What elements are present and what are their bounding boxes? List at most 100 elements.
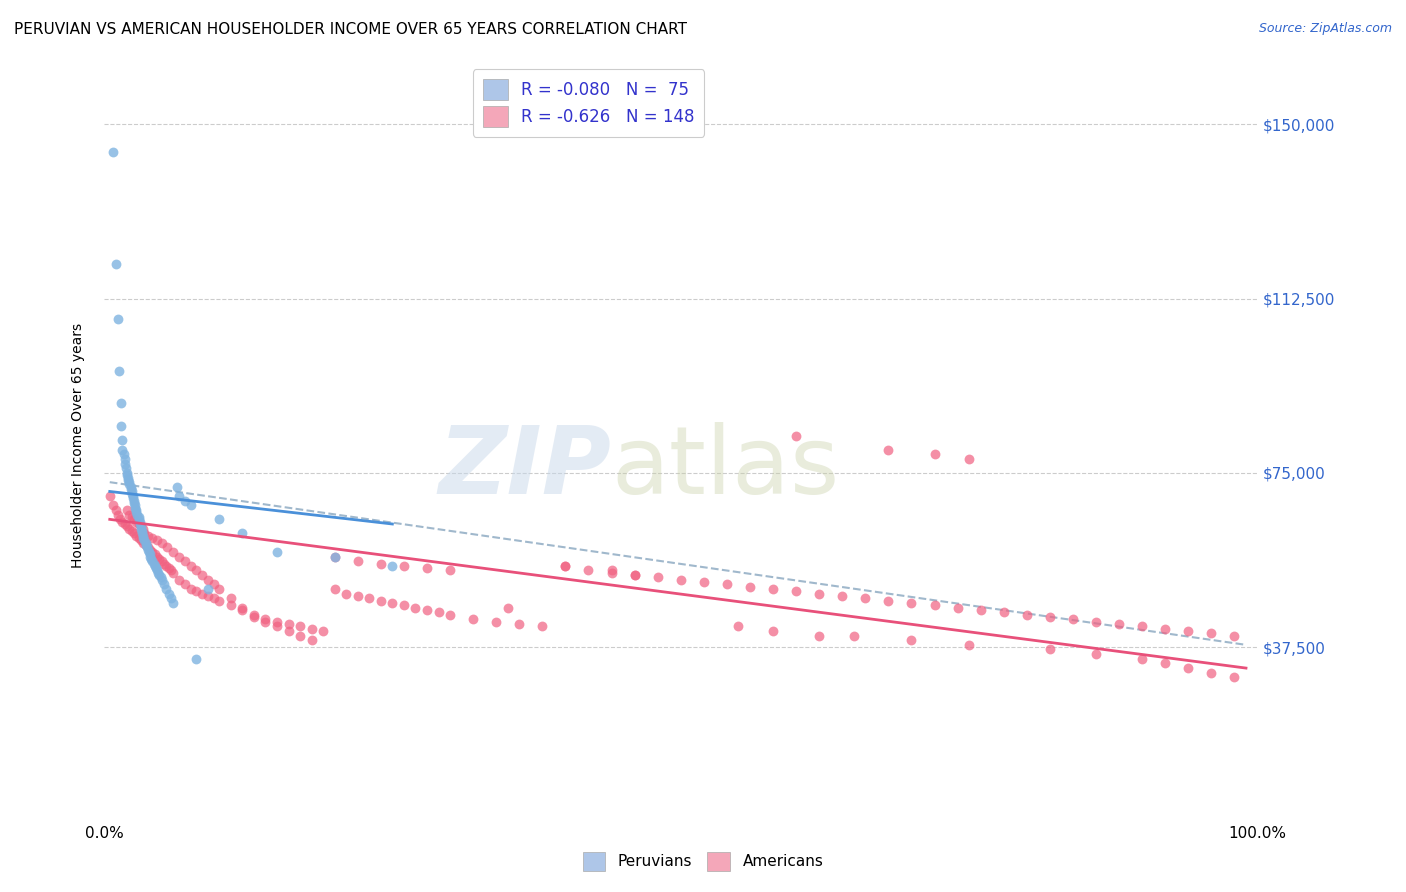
Point [1015, 607, 1038, 622]
Point [179, 558, 201, 573]
Point [148, 552, 170, 566]
Point [122, 526, 145, 541]
Point [110, 419, 132, 434]
Point [993, 605, 1015, 619]
Point [157, 561, 180, 575]
Point [531, 619, 554, 633]
Point [957, 451, 980, 466]
Point [808, 628, 831, 642]
Point [1201, 626, 1223, 640]
Point [186, 564, 208, 578]
Point [1039, 610, 1062, 624]
Point [128, 510, 150, 524]
Point [578, 564, 600, 578]
Point [124, 500, 146, 515]
Point [738, 580, 761, 594]
Point [1177, 624, 1199, 638]
Point [208, 512, 231, 526]
Point [118, 475, 141, 490]
Point [115, 461, 138, 475]
Point [346, 554, 368, 568]
Point [323, 549, 346, 564]
Point [924, 447, 946, 461]
Point [103, 145, 125, 160]
Point [900, 633, 922, 648]
Point [134, 535, 156, 549]
Point [179, 582, 201, 596]
Point [623, 568, 645, 582]
Point [117, 473, 139, 487]
Point [136, 528, 159, 542]
Point [129, 522, 152, 536]
Point [98, 489, 121, 503]
Point [143, 547, 166, 561]
Point [762, 582, 785, 596]
Point [115, 503, 138, 517]
Point [197, 589, 219, 603]
Point [1223, 628, 1246, 642]
Point [108, 512, 131, 526]
Point [139, 549, 162, 564]
Point [104, 503, 127, 517]
Point [179, 499, 201, 513]
Point [301, 622, 323, 636]
Text: Source: ZipAtlas.com: Source: ZipAtlas.com [1258, 22, 1392, 36]
Point [693, 575, 716, 590]
Point [404, 600, 426, 615]
Point [129, 519, 152, 533]
Point [115, 519, 138, 533]
Point [141, 531, 163, 545]
Point [669, 573, 692, 587]
Point [150, 554, 173, 568]
Point [266, 619, 288, 633]
Point [1223, 670, 1246, 684]
Point [128, 531, 150, 545]
Point [288, 628, 311, 642]
Point [110, 396, 132, 410]
Point [107, 312, 129, 326]
Point [427, 605, 450, 619]
Point [167, 489, 190, 503]
Point [219, 591, 242, 606]
Point [145, 561, 167, 575]
Point [877, 593, 900, 607]
Point [416, 561, 439, 575]
Point [103, 499, 125, 513]
Point [197, 573, 219, 587]
Point [312, 624, 335, 638]
Point [134, 538, 156, 552]
Point [134, 538, 156, 552]
Point [120, 480, 142, 494]
Point [623, 568, 645, 582]
Point [156, 540, 179, 554]
Point [134, 533, 156, 548]
Point [416, 603, 439, 617]
Point [381, 558, 404, 573]
Point [266, 615, 288, 629]
Point [160, 564, 183, 578]
Point [108, 363, 131, 377]
Point [127, 508, 149, 522]
Point [219, 599, 242, 613]
Point [150, 535, 173, 549]
Point [146, 549, 169, 564]
Point [785, 584, 807, 599]
Point [128, 516, 150, 531]
Point [160, 591, 183, 606]
Point [231, 600, 253, 615]
Point [186, 584, 208, 599]
Point [141, 545, 163, 559]
Point [323, 549, 346, 564]
Point [118, 522, 141, 536]
Point [131, 526, 153, 541]
Point [104, 257, 127, 271]
Point [191, 568, 214, 582]
Point [149, 570, 172, 584]
Point [128, 516, 150, 531]
Point [191, 587, 214, 601]
Point [125, 505, 148, 519]
Point [125, 515, 148, 529]
Point [129, 533, 152, 548]
Point [1201, 665, 1223, 680]
Point [131, 524, 153, 538]
